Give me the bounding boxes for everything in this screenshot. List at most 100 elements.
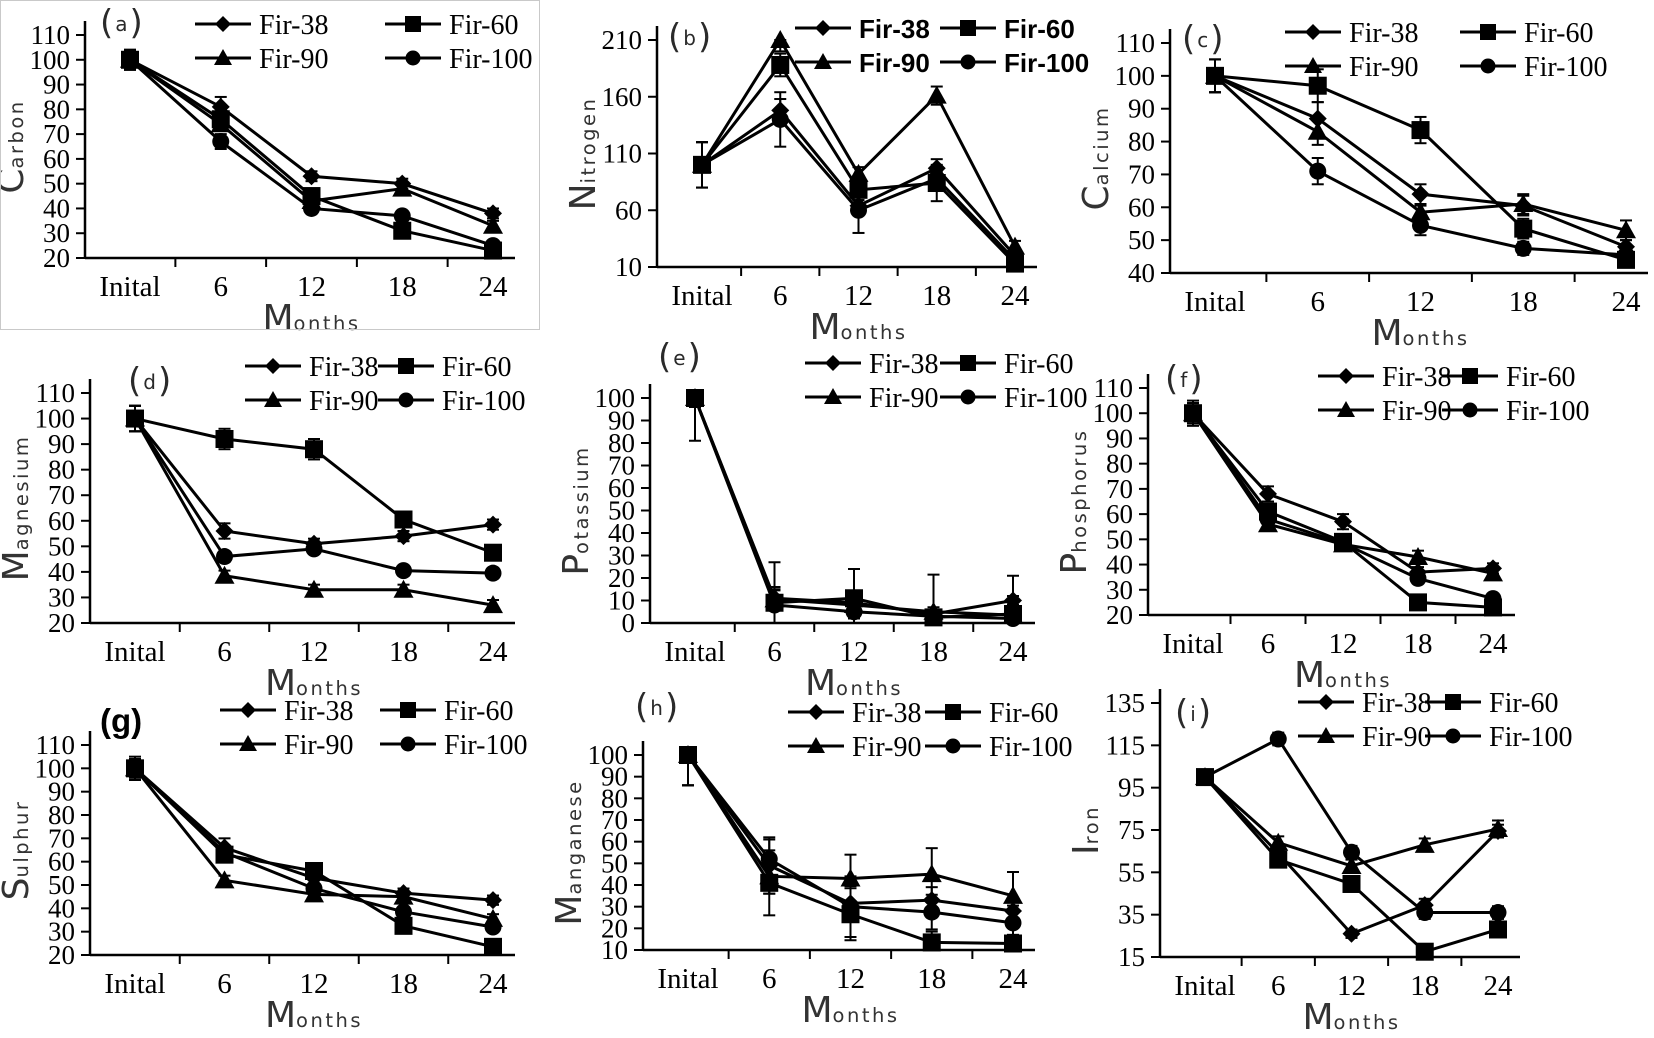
circle-marker-Fir-100 [1004,610,1022,627]
x-axis-title: Months [265,995,363,1036]
square-marker-Fir-60 [1514,219,1533,238]
legend-label: Fir-90 [1382,396,1451,427]
x-tick-label: 18 [922,280,951,312]
legend-item-Fir-100: Fir-100 [940,383,1087,414]
legend-diamond-icon [1338,368,1354,384]
y-tick-label: 60 [601,827,628,857]
y-tick-label: 110 [36,730,76,760]
legend-label: Fir-100 [1489,722,1572,753]
legend-label: Fir-38 [1382,362,1451,393]
triangle-marker-Fir-90 [848,163,869,182]
x-tick-label: 18 [1509,286,1538,318]
x-tick-label: 6 [762,963,777,995]
y-tick-label: 90 [43,70,70,100]
y-tick-label: 110 [1094,373,1134,403]
y-tick-label: 70 [1106,474,1133,504]
legend-item-Fir-38: Fir-38 [788,698,921,729]
circle-marker-Fir-100 [395,562,412,580]
triangle-marker-Fir-90 [1005,236,1025,255]
legend-item-Fir-60: Fir-60 [385,10,518,41]
circle-marker-Fir-100 [686,389,704,407]
legend-label: Fir-60 [1524,18,1593,49]
y-tick-label: 80 [48,800,75,830]
circle-marker-Fir-100 [1259,510,1277,528]
x-tick-label: 6 [217,636,232,668]
square-marker-Fir-60 [394,510,413,529]
triangle-marker-Fir-90 [214,565,235,584]
circle-marker-Fir-100 [928,169,946,187]
legend-square-icon [405,16,421,32]
legend-item-Fir-90: Fir-90 [1285,52,1418,83]
x-tick-label: 12 [1406,286,1435,318]
x-axis-title: Months [801,990,899,1031]
y-tick-label: 30 [608,541,635,571]
circle-marker-Fir-100 [126,410,144,428]
circle-marker-Fir-100 [1184,404,1202,422]
y-axis-title: Potassium [556,445,597,575]
legend-item-Fir-90: Fir-90 [1318,396,1451,427]
x-tick-label: 18 [389,636,418,668]
y-tick-label: 90 [48,429,75,459]
circle-marker-Fir-100 [771,110,789,128]
triangle-marker-Fir-90 [483,595,503,614]
legend-triangle-icon [824,388,842,404]
x-tick-label: 24 [1001,280,1031,312]
circle-marker-Fir-100 [393,207,411,225]
x-tick-label: 12 [300,968,329,1000]
y-tick-label: 70 [601,805,628,835]
x-tick-label: 12 [836,963,865,995]
square-marker-Fir-60 [1342,874,1361,893]
legend-square-icon [960,20,976,36]
legend-label: Fir-38 [284,696,353,727]
y-axis-title: Iron [1066,805,1107,855]
circle-marker-Fir-100 [305,880,323,897]
y-tick-label: 90 [1128,94,1155,124]
legend-item-Fir-38: Fir-38 [245,352,378,383]
x-tick-label: 24 [479,271,509,303]
circle-marker-Fir-100 [1309,162,1327,180]
circle-marker-Fir-100 [1416,904,1434,922]
legend-label: Fir-100 [442,386,525,417]
square-marker-Fir-60 [484,543,502,562]
legend-circle-icon [960,389,976,405]
y-axis-title: Calcium [1076,105,1117,210]
y-tick-label: 20 [601,913,628,943]
y-tick-label: 50 [48,531,75,561]
circle-marker-Fir-100 [1484,590,1502,608]
y-tick-label: 80 [43,94,70,124]
legend-label: Fir-100 [1524,52,1607,83]
y-tick-label: 50 [1106,524,1133,554]
y-axis-title: Magnesium [0,435,37,582]
legend-circle-icon [1480,58,1496,74]
legend-label: Fir-100 [1004,48,1089,78]
y-axis-title: Nitrogen [563,97,604,211]
circle-marker-Fir-100 [1409,569,1427,587]
y-tick-label: 50 [601,848,628,878]
legend-circle-icon [400,736,416,752]
y-tick-label: 0 [622,608,636,638]
panel-label: (d) [128,361,171,401]
legend-label: Fir-90 [259,44,328,75]
panel-label: (g) [100,702,142,739]
triangle-marker-Fir-90 [210,114,231,133]
legend-label: Fir-38 [852,698,921,729]
legend-diamond-icon [825,355,841,371]
x-tick-label: 18 [917,963,946,995]
x-tick-label: Inital [1184,286,1245,318]
square-marker-Fir-60 [1004,934,1022,953]
panel-b-nitrogen: 10 60 110 160 210 Inital 6 12 18 24 Months Nitrogen… [540,0,1089,348]
legend-circle-icon [1445,728,1461,744]
y-tick-label: 70 [43,119,70,149]
diamond-marker-Fir-38 [1259,484,1277,503]
y-tick-label: 40 [601,870,628,900]
legend-item-Fir-90: Fir-90 [220,730,353,761]
legend-item-Fir-90: Fir-90 [795,48,930,78]
y-tick-label: 30 [601,892,628,922]
y-tick-label: 50 [608,496,635,526]
y-tick-label: 160 [602,82,643,112]
legend-item-Fir-100: Fir-100 [385,44,532,75]
y-tick-label: 110 [31,20,71,50]
